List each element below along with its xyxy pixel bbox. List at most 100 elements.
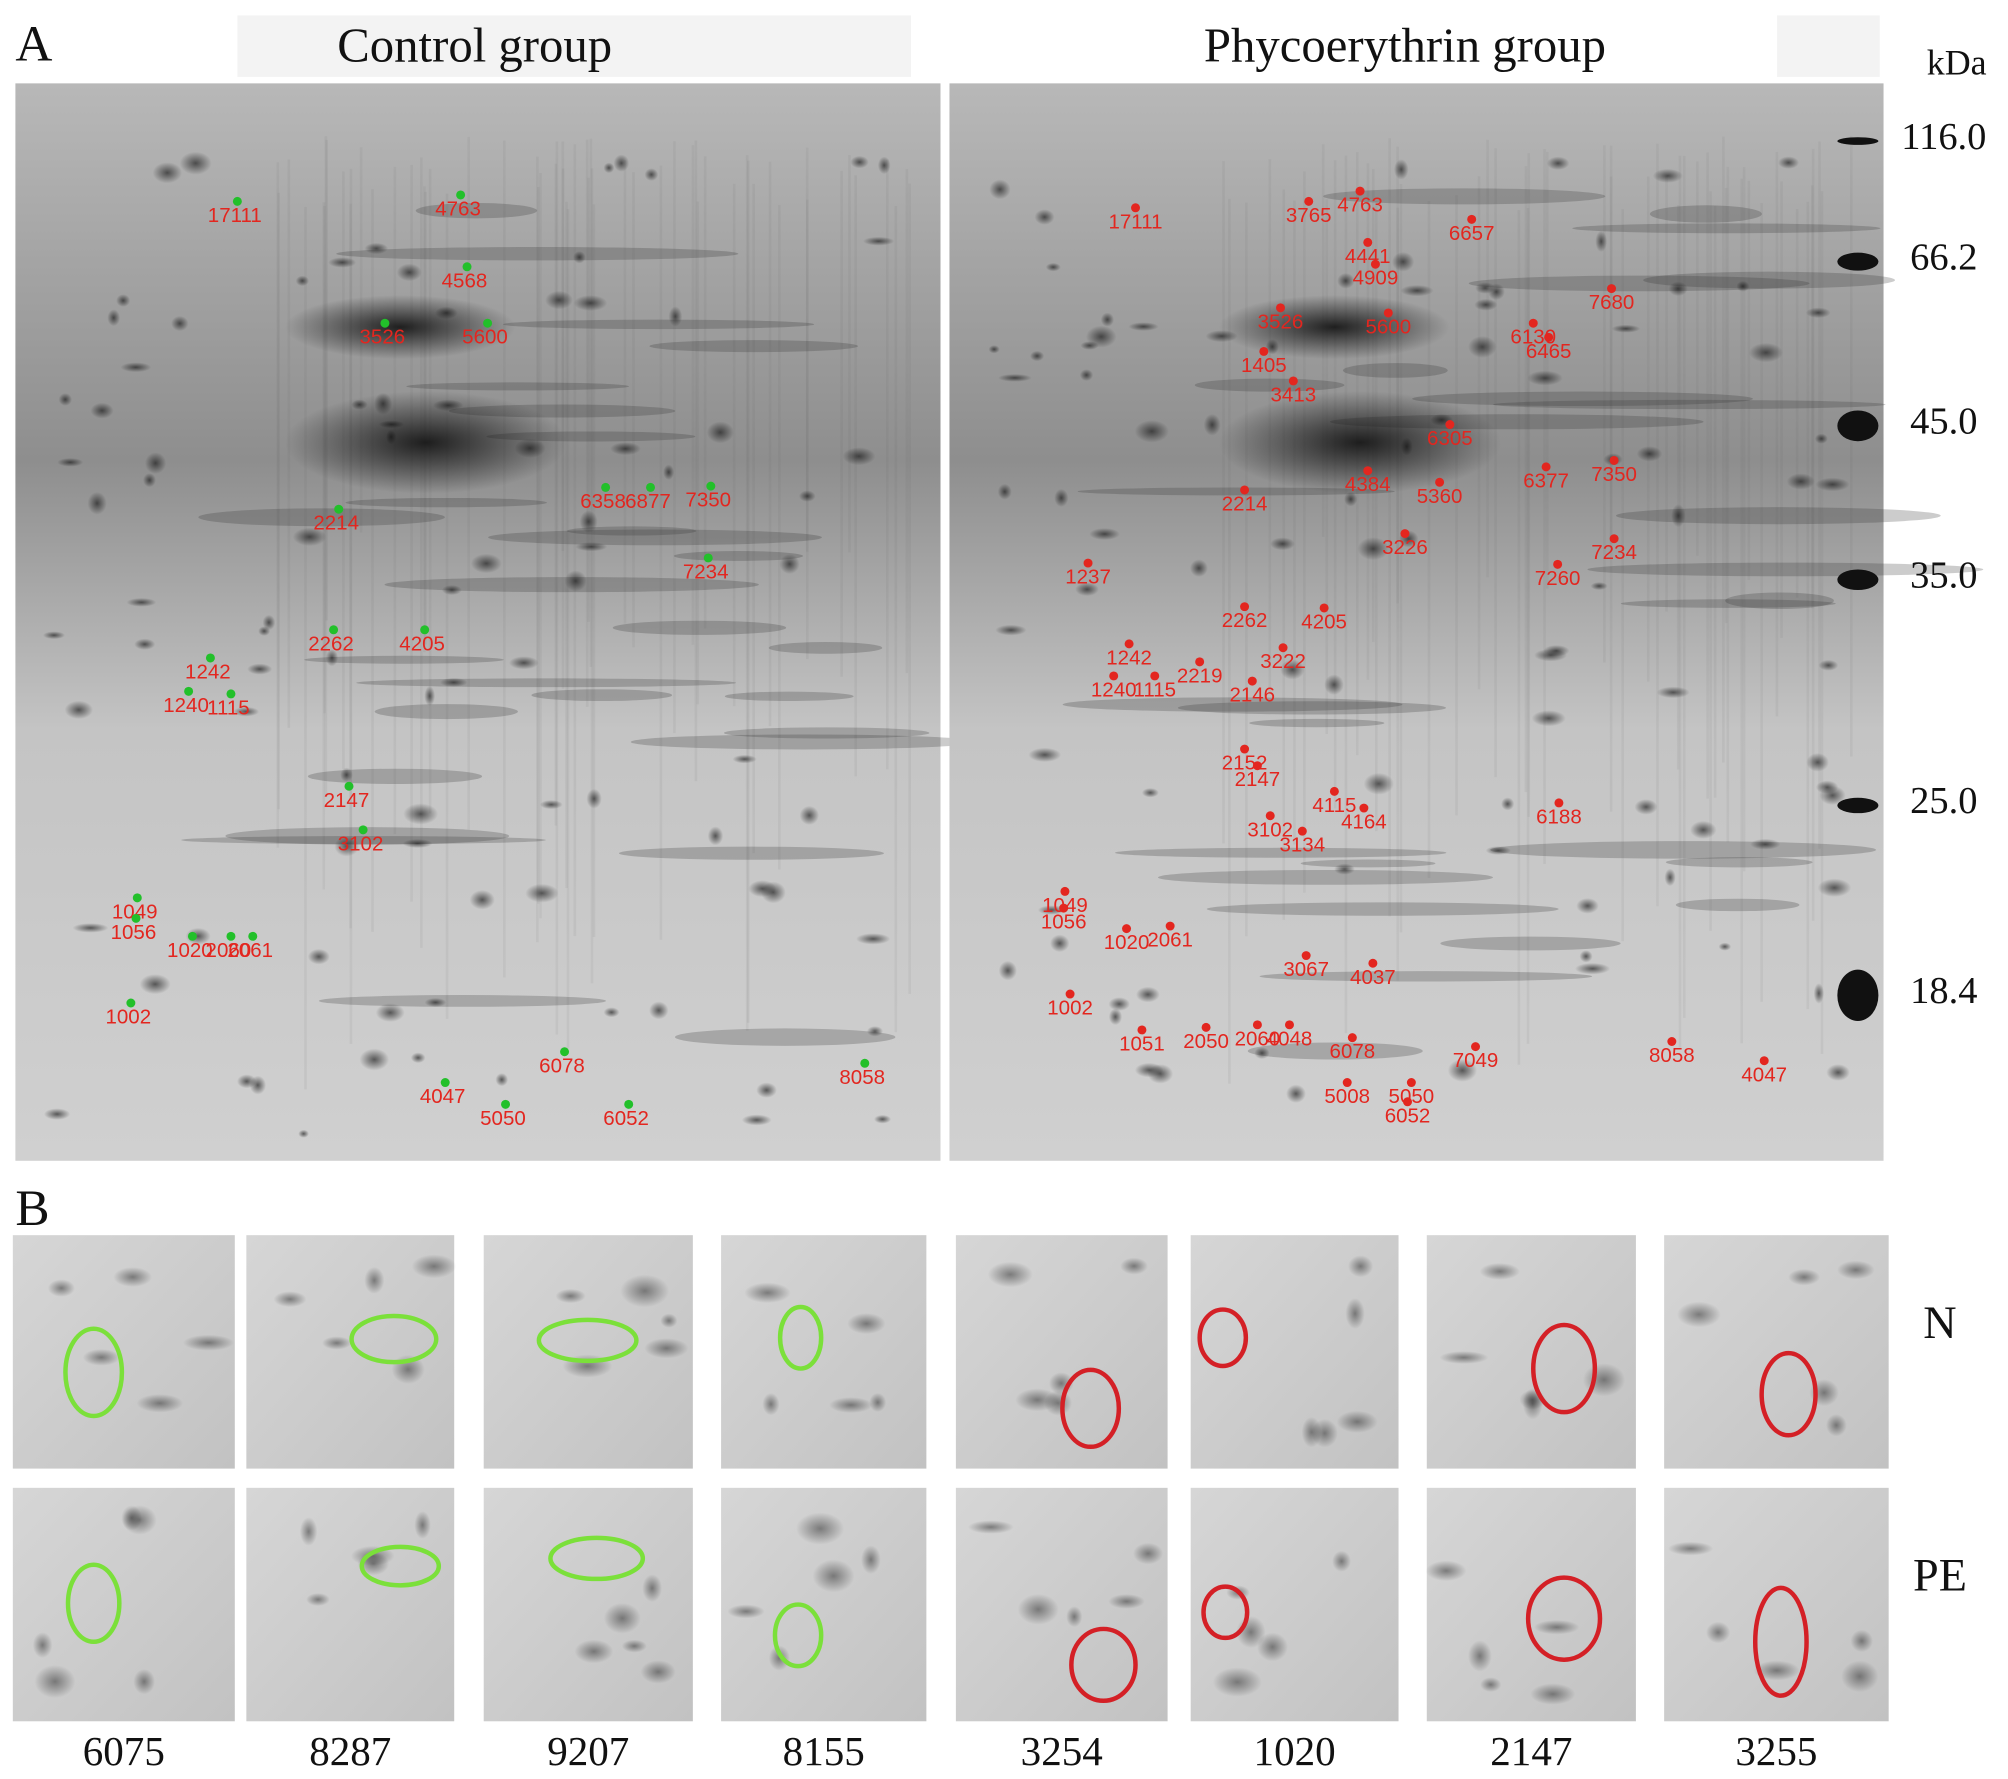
spot-marker [1201, 1022, 1211, 1032]
spot-marker [1240, 744, 1250, 754]
gel-spot [877, 156, 891, 175]
spot-label: 4763 [1337, 194, 1383, 217]
gel-spot [1357, 537, 1389, 561]
gel-spot [1218, 391, 1502, 494]
highlight-circle [1069, 1626, 1138, 1704]
gel-spot [322, 1336, 352, 1350]
gel-band [724, 727, 930, 739]
spot-label: 1049 [112, 900, 158, 923]
highlight-circle [1197, 1307, 1249, 1369]
spot-label: 5600 [1365, 315, 1411, 338]
spot-label: 7234 [1591, 541, 1637, 564]
gel-spot [1690, 820, 1717, 839]
gel-streak [590, 168, 594, 984]
gel-spot [299, 1517, 318, 1546]
spot-marker [329, 625, 339, 635]
gel-band [724, 691, 854, 702]
spot-label: 4037 [1350, 966, 1396, 989]
gel-spot [798, 490, 816, 502]
gel-spot [58, 393, 72, 406]
gel-streak [1486, 139, 1489, 578]
gel-streak [806, 199, 809, 660]
spot-marker [1240, 485, 1250, 495]
gel-spot [874, 1114, 892, 1124]
gel-spot [247, 663, 273, 675]
spot-marker [1284, 1020, 1294, 1030]
spot-marker [248, 931, 258, 941]
spot-label: 3067 [1283, 958, 1329, 981]
gel-spot [1786, 473, 1815, 490]
gel-spot [441, 585, 462, 596]
spot-marker [126, 998, 136, 1008]
gel-spot [707, 826, 724, 846]
gel-title: Phycoerythrin group [1204, 19, 1606, 73]
spot-marker [1467, 214, 1477, 224]
highlight-circle [1531, 1322, 1598, 1415]
gel-spot [72, 923, 109, 933]
gel-streak [566, 209, 570, 1049]
spot-marker [1406, 1078, 1416, 1088]
gel-streak [732, 183, 736, 707]
gel-band [1194, 378, 1345, 392]
highlight-circle [63, 1326, 125, 1419]
gel-streak [304, 206, 307, 1090]
gel-spot [866, 1026, 884, 1037]
gel-spot [603, 1602, 641, 1634]
gel-spot [1218, 295, 1450, 360]
spot-label: 6078 [539, 1054, 585, 1077]
gel-spot [87, 491, 107, 515]
gel-spot [1203, 413, 1221, 436]
spot-label: 6465 [1526, 340, 1572, 363]
gel-spot [1574, 962, 1611, 975]
spot-label: 2050 [1183, 1030, 1229, 1053]
gel-spot [403, 803, 439, 825]
gel-spot [1054, 488, 1069, 507]
gel-spot [1447, 1059, 1477, 1082]
spot-marker [1553, 559, 1563, 569]
gel-streak [1543, 149, 1546, 864]
gel-streak [905, 168, 909, 674]
gel-spot [364, 1266, 385, 1294]
spot-label: 2214 [313, 512, 359, 535]
spot-label: 4205 [1301, 610, 1347, 633]
gel-spot [1579, 950, 1593, 963]
spot-marker [1319, 603, 1329, 613]
spot-marker [560, 1047, 570, 1057]
spot-label: 1240 [1091, 678, 1137, 701]
spot-label: 2147 [1235, 768, 1281, 791]
gel-spot [1212, 1667, 1262, 1697]
gel-spot [545, 290, 573, 310]
spot-label: 3226 [1382, 536, 1428, 559]
gel-spot [1656, 686, 1690, 699]
gel-spot [1841, 1660, 1879, 1693]
gel-band [488, 529, 822, 546]
gel-spot [402, 839, 433, 848]
gel-spot [1634, 799, 1658, 815]
spot-marker [1383, 308, 1393, 318]
gel-band [374, 704, 518, 720]
gel-spot [732, 754, 757, 764]
gel-spot [42, 631, 66, 640]
marker-band [1837, 410, 1879, 442]
gel-streak [1245, 202, 1248, 937]
spot-marker [1400, 529, 1410, 539]
spot-marker [380, 318, 390, 328]
gel-streak [886, 159, 889, 770]
spot-label: 7260 [1535, 567, 1581, 590]
gel-streak [349, 168, 353, 1044]
gel-spot [1850, 1629, 1873, 1653]
spot-marker [703, 553, 713, 563]
spot-marker [1195, 657, 1205, 667]
spot-marker [420, 625, 430, 635]
marker-label: 25.0 [1910, 780, 1977, 822]
gel-spot [116, 294, 131, 307]
gel-band [674, 1028, 896, 1046]
gel-streak [1709, 191, 1712, 931]
gel-spot [1425, 1560, 1467, 1582]
spot-label: 1020 [167, 939, 213, 962]
spot-label: 2146 [1229, 684, 1275, 707]
spot-label: 7680 [1589, 291, 1635, 314]
highlight-circle [1525, 1575, 1603, 1662]
gel-spot [1748, 342, 1784, 363]
